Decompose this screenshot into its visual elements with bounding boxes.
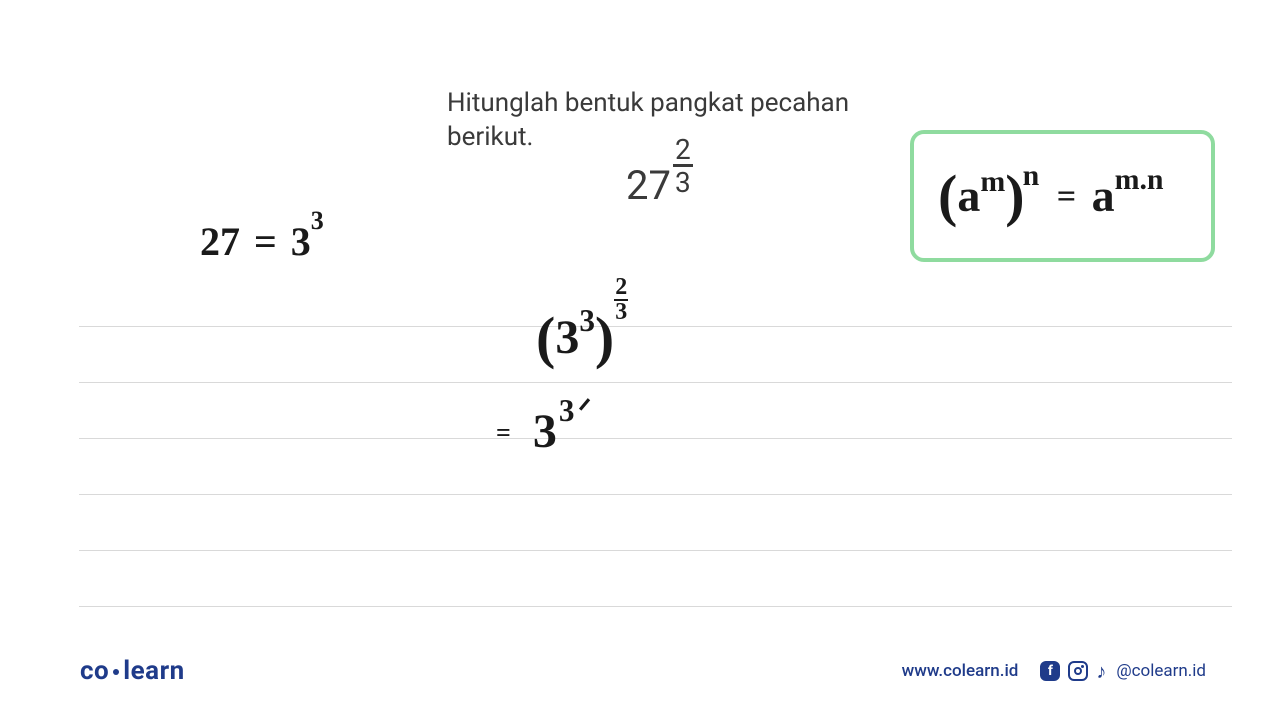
rule-close: ) [1005, 163, 1024, 228]
footer: colearn www.colearn.id f ♪ @colearn.id [80, 656, 1206, 686]
step2-eq: = [496, 418, 511, 447]
step1-open: ( [536, 305, 555, 370]
brand-dot-icon [113, 669, 119, 675]
step1-out-num: 2 [614, 277, 628, 301]
work-step-2: = 33 ᐟ [496, 404, 587, 459]
rule-n: n [1023, 159, 1040, 192]
ruled-line [79, 438, 1232, 439]
note-exp: 3 [311, 206, 324, 235]
problem-statement: Hitunglah bentuk pangkat pecahan berikut… [447, 86, 849, 154]
expr-exp-den: 3 [673, 167, 693, 197]
rule-a: a [957, 170, 980, 221]
rule-eq: = [1057, 178, 1076, 215]
facebook-icon: f [1040, 661, 1060, 681]
social-icons: f ♪ @colearn.id [1040, 659, 1206, 684]
rule-rhs-a: a [1092, 170, 1115, 221]
rule-m: m [980, 165, 1005, 198]
expr-exp-num: 2 [673, 136, 693, 167]
step1-outer-exp: 2 3 [614, 277, 628, 323]
footer-right: www.colearn.id f ♪ @colearn.id [902, 659, 1206, 684]
footer-url: www.colearn.id [902, 661, 1019, 681]
step2-exp: 3 ᐟ [559, 393, 590, 428]
rule-formula: (am)n = am.n [938, 158, 1164, 225]
rule-rhs-exp: m.n [1115, 163, 1164, 196]
step1-close: ) [595, 305, 614, 370]
instagram-icon [1068, 661, 1088, 681]
note-lhs: 27 [200, 219, 240, 264]
ruled-line [79, 382, 1232, 383]
step2-base: 3 [533, 405, 557, 458]
rule-open: ( [938, 163, 957, 228]
note-27-equals-3-cubed: 27 = 33 [200, 218, 324, 265]
problem-expression: 27 2 3 [626, 158, 693, 219]
tiktok-icon: ♪ [1096, 659, 1106, 684]
ruled-line [79, 550, 1232, 551]
brand-left: co [80, 656, 109, 686]
brand-right: learn [123, 656, 184, 686]
work-step-1: (33) 2 3 [536, 300, 628, 367]
step1-out-den: 3 [614, 301, 628, 324]
step1-inner-exp: 3 [579, 303, 595, 338]
step1-base: 3 [555, 311, 579, 364]
ruled-line [79, 494, 1232, 495]
brand-logo: colearn [80, 656, 185, 686]
canvas: Hitunglah bentuk pangkat pecahan berikut… [0, 0, 1280, 720]
note-base: 3 [291, 219, 311, 264]
problem-line-2: berikut. [447, 120, 849, 154]
note-eq: = [254, 219, 277, 264]
social-handle: @colearn.id [1116, 661, 1206, 681]
problem-line-1: Hitunglah bentuk pangkat pecahan [447, 86, 849, 120]
ruled-line [79, 606, 1232, 607]
expr-base: 27 [626, 162, 671, 209]
ruled-line [79, 326, 1232, 327]
expr-exponent-fraction: 2 3 [673, 136, 693, 197]
